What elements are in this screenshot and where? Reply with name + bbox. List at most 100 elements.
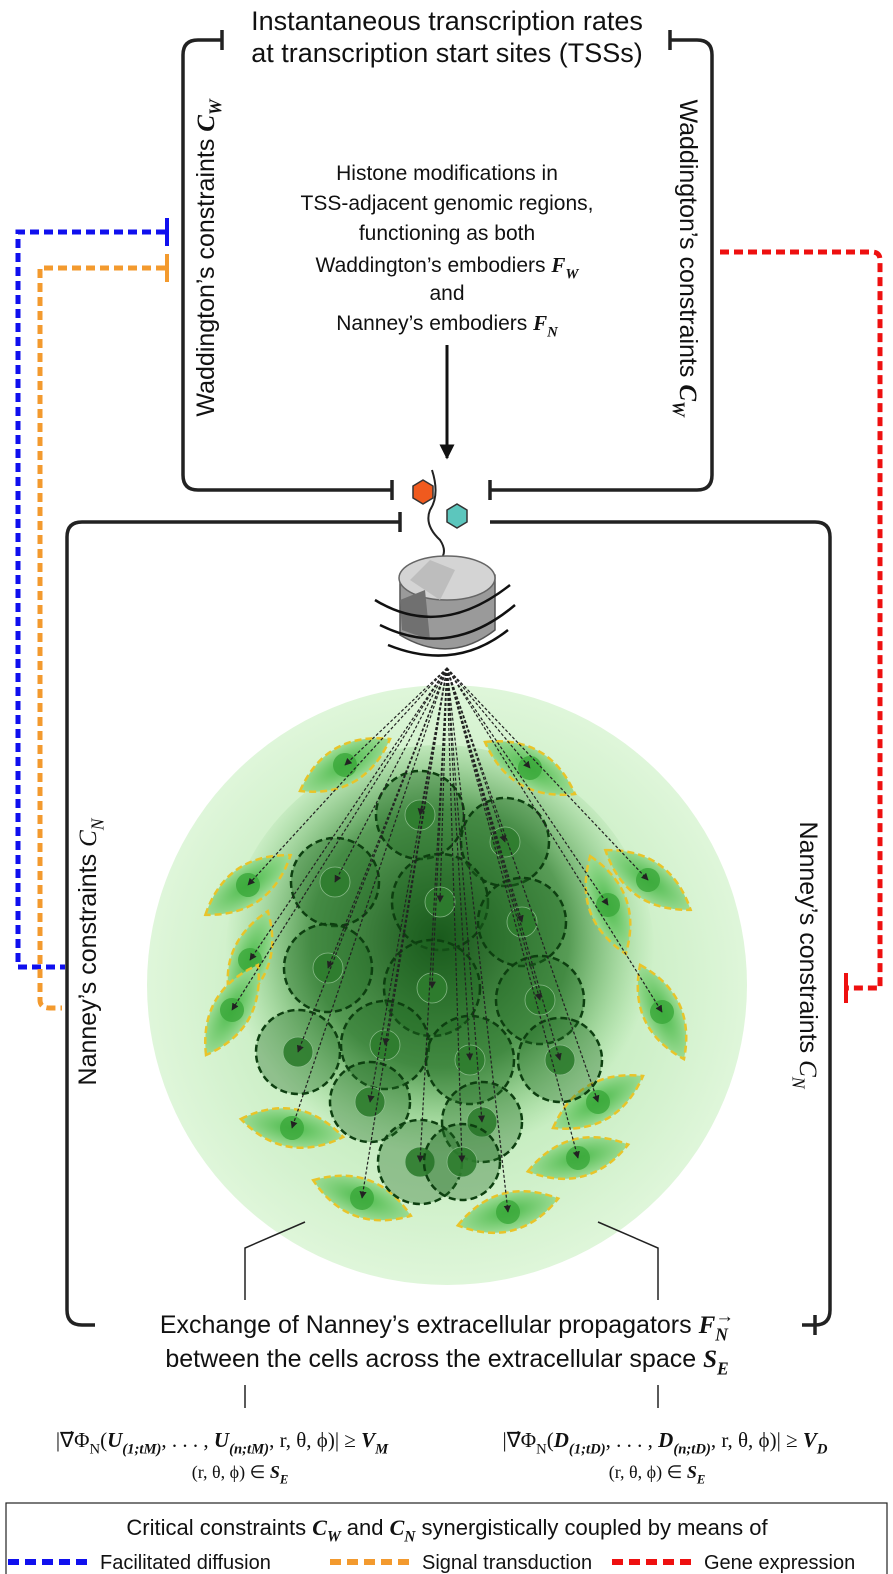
- text-segment: (1;tD): [569, 1441, 606, 1457]
- formula: |∇⃗ΦN(D(1;tD), . . . , D(n;tD), r, θ, ϕ)…: [503, 1428, 828, 1457]
- text-segment: D: [553, 1428, 569, 1452]
- legend-box: [5, 1502, 888, 1574]
- bottom-frame: [65, 512, 832, 1335]
- text-segment: Nanney’s embodiers: [336, 312, 533, 335]
- text-segment: U: [214, 1428, 231, 1452]
- histone-label: Nanney’s embodiers FN: [336, 311, 559, 340]
- text-segment: N: [536, 1441, 547, 1457]
- propagation-arrow: [446, 667, 466, 1163]
- text-segment: , . . . ,: [161, 1428, 214, 1452]
- text-segment: between the cells across the extracellul…: [165, 1345, 703, 1373]
- text-segment: (n;tM): [229, 1441, 269, 1457]
- text-segment: C: [794, 1060, 821, 1077]
- text-segment: F: [698, 1312, 716, 1339]
- propagation-arrow: [382, 667, 448, 1046]
- connectors: [244, 1221, 659, 1408]
- text-segment: Waddington’s embodiers: [316, 254, 552, 277]
- text-segment: E: [716, 1359, 729, 1379]
- histone-label: TSS-adjacent genomic regions,: [301, 192, 594, 215]
- histone-label: and: [429, 282, 464, 305]
- top-frame: [181, 30, 714, 500]
- coupling-lines: [15, 218, 883, 1011]
- text-segment: Nanney’s constraints: [794, 822, 822, 1061]
- propagation-arrow: [290, 667, 448, 1129]
- text-segment: (: [100, 1428, 107, 1452]
- text-segment: N: [714, 1325, 729, 1345]
- text-segment: Waddington’s constraints: [674, 99, 702, 384]
- text-segment: N: [789, 1076, 809, 1090]
- propagation-arrow: [446, 667, 486, 1123]
- text-segment: C: [193, 115, 220, 132]
- text-segment: Nanney’s constraints: [74, 847, 102, 1086]
- text-segment: |∇⃗Φ: [56, 1428, 90, 1452]
- propagation-arrow: [446, 667, 524, 923]
- propagation-arrow: [446, 667, 531, 769]
- formula: |∇⃗ΦN(U(1;tM), . . . , U(n;tM), r, θ, ϕ)…: [56, 1428, 389, 1457]
- propagation-arrow: [416, 667, 448, 1163]
- propagation-arrow: [247, 667, 448, 886]
- text-segment: S: [270, 1462, 280, 1482]
- legend-label: Facilitated diffusion: [100, 1552, 271, 1574]
- formula-domain: (r, θ, ϕ) ∈ SE: [609, 1462, 705, 1486]
- text-segment: U: [107, 1428, 124, 1452]
- text-segment: N: [546, 324, 559, 340]
- propagation-arrow: [334, 667, 448, 883]
- text-segment: (: [547, 1428, 554, 1452]
- text-segment: E: [696, 1472, 705, 1486]
- exchange-label: Exchange of Nanney’s extracellular propa…: [160, 1305, 734, 1345]
- nucleosome: [374, 555, 516, 657]
- text-segment: Exchange of Nanney’s extracellular propa…: [160, 1311, 699, 1339]
- waddington-right: Waddington’s constraints CW: [669, 99, 703, 418]
- text-segment: F: [532, 311, 547, 335]
- text-segment: Critical constraints: [126, 1515, 312, 1540]
- text-segment: M: [374, 1441, 389, 1457]
- legend-label: Gene expression: [704, 1552, 855, 1574]
- text-segment: , r, θ, ϕ)| ≥: [269, 1428, 361, 1452]
- text-segment: F: [550, 253, 565, 277]
- text-segment: V: [803, 1428, 819, 1452]
- histone-label: Waddington’s embodiers FW: [316, 253, 580, 282]
- legend-title: Critical constraints CW and CN synergist…: [126, 1515, 768, 1546]
- text-segment: , . . . ,: [606, 1428, 659, 1452]
- text-segment: C: [312, 1515, 327, 1540]
- propagation-arrow: [359, 667, 448, 1199]
- formula-domain: (r, θ, ϕ) ∈ SE: [192, 1462, 288, 1486]
- exchange-label: between the cells across the extracellul…: [165, 1345, 728, 1379]
- nanney-right: Nanney’s constraints CN: [789, 822, 823, 1090]
- propagation-arrow: [446, 667, 663, 1013]
- propagation-arrow: [367, 667, 448, 1103]
- propagation-arrow: [344, 667, 448, 766]
- text-segment: (r, θ, ϕ) ∈: [192, 1462, 270, 1483]
- histone-tail: [412, 469, 468, 561]
- text-segment: S: [703, 1346, 717, 1373]
- propagation-arrow: [446, 667, 649, 881]
- text-segment: S: [687, 1462, 697, 1482]
- text-segment: C: [390, 1515, 405, 1540]
- histone-label: functioning as both: [359, 222, 535, 245]
- text-segment: C: [674, 384, 701, 401]
- top-label: Instantaneous transcription rates: [251, 6, 643, 36]
- propagation-arrow: [446, 667, 511, 1213]
- text-segment: N: [88, 817, 108, 831]
- propagation-arrow: [231, 667, 448, 1011]
- text-segment: , r, θ, ϕ)| ≥: [711, 1428, 803, 1452]
- text-segment: and: [341, 1515, 390, 1540]
- propagation-arrow: [446, 667, 474, 1061]
- text-segment: |∇⃗Φ: [503, 1428, 537, 1452]
- propagation-arrow: [446, 667, 600, 1103]
- text-segment: (n;tD): [673, 1441, 711, 1457]
- propagation-arrow: [436, 667, 448, 903]
- text-segment: (r, θ, ϕ) ∈: [609, 1462, 687, 1483]
- text-segment: V: [361, 1428, 377, 1452]
- tissue: [147, 667, 747, 1285]
- text-segment: D: [816, 1441, 828, 1457]
- text-segment: E: [279, 1472, 288, 1486]
- propagation-arrow: [446, 667, 562, 1061]
- text-segment: W: [565, 266, 579, 282]
- legend-label: Signal transduction: [422, 1552, 592, 1574]
- text-segment: N: [403, 1529, 416, 1546]
- propagation-arrow: [296, 667, 448, 1053]
- top-label: at transcription start sites (TSSs): [251, 38, 643, 68]
- text-segment: (1;tM): [122, 1441, 161, 1457]
